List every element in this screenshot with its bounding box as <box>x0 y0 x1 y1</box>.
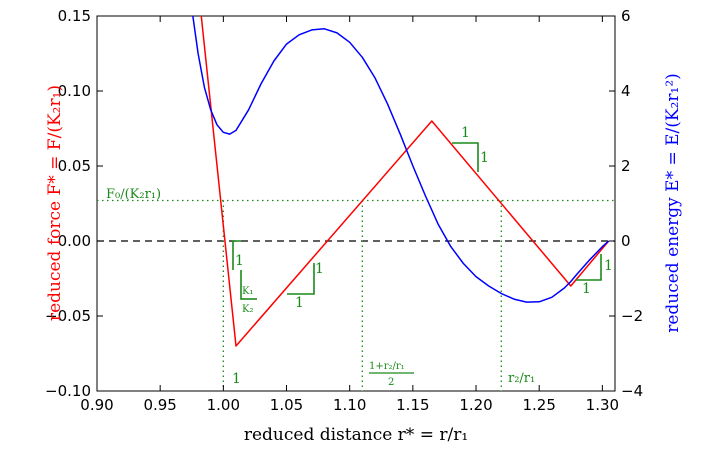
y-left-tick-label: −0.10 <box>45 382 91 400</box>
y-right-axis-title: reduced energy E* = E/(K₂r₁²) <box>663 73 683 333</box>
slope-triangle <box>576 254 602 281</box>
k-ratio-denominator: K₂ <box>242 304 253 315</box>
slope-label: 1 <box>295 295 304 311</box>
y-right-tick-label: 0 <box>621 232 631 250</box>
midpoint-numerator: 1+r₂/r₁ <box>369 361 405 372</box>
vline-one-label: 1 <box>232 371 241 387</box>
energy-curve <box>192 16 610 303</box>
slope-label: 1 <box>315 261 324 277</box>
y-left-tick-label: 0.05 <box>58 157 91 175</box>
y-right-tick-label: 4 <box>621 82 631 100</box>
slope-label: 1 <box>582 281 591 297</box>
y-right-tick-label: 6 <box>621 7 631 25</box>
k-ratio-numerator: K₁ <box>242 286 253 297</box>
slope-triangle <box>452 142 479 172</box>
slope-label: 1 <box>461 125 470 141</box>
slope-triangle <box>287 263 315 295</box>
x-tick-label: 0.90 <box>80 396 113 414</box>
slope-label: 1 <box>480 150 489 166</box>
y-left-tick-label: 0.00 <box>58 232 91 250</box>
plot-frame <box>96 15 616 392</box>
y-left-tick-label: 0.10 <box>58 82 91 100</box>
x-tick-label: 1.30 <box>586 396 619 414</box>
y-right-tick-label: −2 <box>621 307 643 325</box>
x-tick-label: 1.20 <box>459 396 492 414</box>
axis-ticks: 0.90 0.95 1.00 1.05 1.10 1.15 1.20 1.25 1.30 −0.1… <box>45 7 643 414</box>
force-curve <box>200 16 610 347</box>
y-left-tick-label: −0.05 <box>45 307 91 325</box>
x-tick-label: 1.25 <box>522 396 555 414</box>
slope-triangle <box>232 240 241 270</box>
y-left-axis-title: reduced force F* = F/(K₂r₁) <box>45 85 65 321</box>
reference-lines <box>97 199 615 391</box>
x-tick-label: 1.05 <box>270 396 303 414</box>
x-tick-label: 1.00 <box>207 396 240 414</box>
slope-label: 1 <box>235 253 244 269</box>
x-tick-label: 0.95 <box>143 396 176 414</box>
r2-label: r₂/r₁ <box>508 371 535 386</box>
f0-label: F₀/(K₂r₁) <box>106 187 161 202</box>
x-tick-label: 1.15 <box>396 396 429 414</box>
y-left-tick-label: 0.15 <box>58 7 91 25</box>
y-right-tick-label: −4 <box>621 382 643 400</box>
x-axis-title: reduced distance r* = r/r₁ <box>244 425 468 445</box>
y-right-tick-label: 2 <box>621 157 631 175</box>
data-series <box>192 16 610 347</box>
slope-label: 1 <box>604 258 613 274</box>
x-tick-label: 1.10 <box>333 396 366 414</box>
midpoint-denominator: 2 <box>388 377 394 388</box>
